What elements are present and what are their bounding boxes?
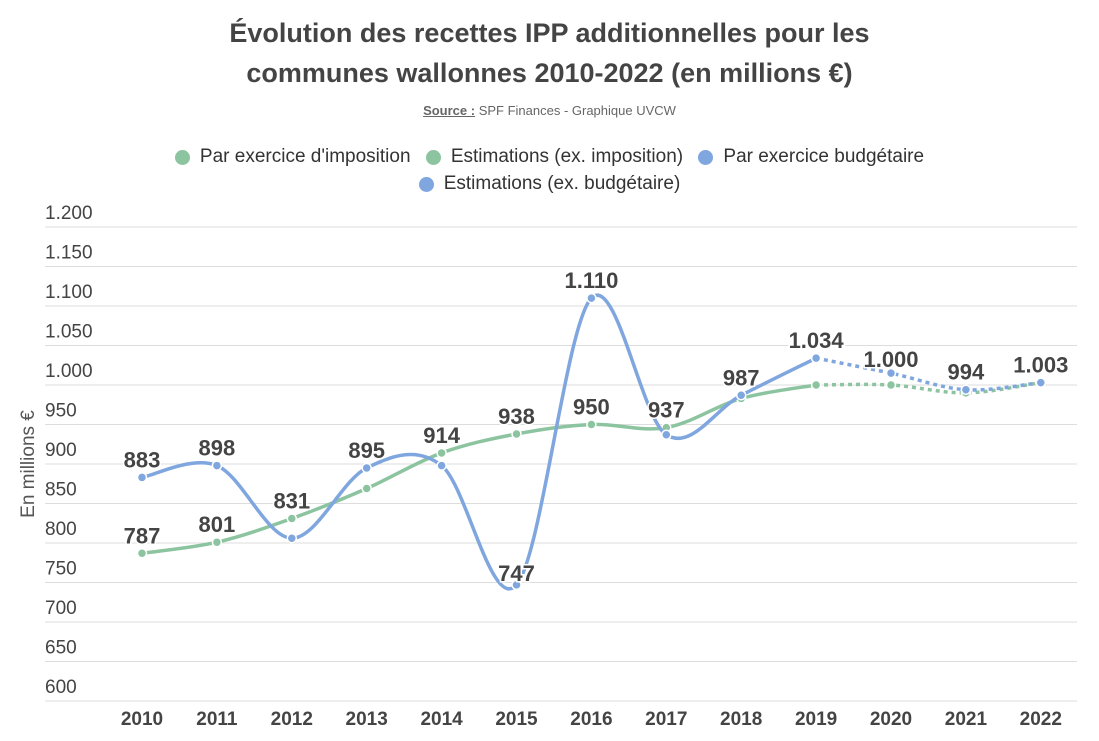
y-tick-label: 1.000 [45,361,93,382]
legend-row-2: Estimations (ex. budgétaire) [0,173,1099,198]
data-point [1035,377,1047,388]
legend-item[interactable]: Par exercice d'imposition [174,146,411,168]
data-label: 831 [273,489,310,514]
data-point [511,428,522,440]
data-label: 883 [124,447,161,472]
x-tick-label: 2012 [271,709,313,730]
data-label: 1.003 [1013,353,1068,378]
source-text: SPF Finances - Graphique UVCW [475,103,676,118]
series-line [815,356,1041,392]
y-tick-label: 900 [45,440,77,461]
y-tick-label: 750 [45,559,77,580]
legend-row-1: Par exercice d'imposition Estimations (e… [0,146,1099,171]
legend-item[interactable]: Estimations (ex. imposition) [425,146,684,168]
x-tick-label: 2013 [346,709,388,730]
chart-title-line1: Évolution des recettes IPP additionnelle… [229,18,870,48]
legend-marker [698,149,714,165]
legend-item[interactable]: Par exercice budgétaire [698,146,924,168]
data-point [361,462,372,474]
source-label: Source : [423,103,476,118]
data-label: 747 [498,561,535,586]
data-label: 914 [423,423,460,448]
y-tick-label: 1.100 [45,282,93,303]
data-label: 1.034 [789,328,845,353]
data-point [136,472,148,483]
data-point [361,483,372,494]
y-tick-label: 850 [45,480,77,501]
data-label: 938 [498,404,535,429]
y-tick-label: 600 [45,677,77,698]
y-tick-label: 1.200 [45,203,93,224]
series-line [141,293,817,591]
data-label: 937 [648,398,685,423]
y-tick-label: 650 [45,638,77,659]
legend-marker [174,149,190,165]
legend-label: Par exercice budgétaire [723,146,925,167]
legend-label: Estimations (ex. imposition) [450,146,684,167]
data-point [511,579,522,591]
y-tick-label: 1.050 [45,322,93,343]
data-label: 1.110 [564,268,618,293]
data-point [810,352,822,364]
x-tick-label: 2022 [1020,709,1062,730]
data-label: 950 [573,395,610,420]
data-point [136,548,148,559]
y-tick-label: 950 [45,401,77,422]
data-point [436,460,447,471]
legend-marker [425,149,441,165]
series-line [141,383,817,556]
x-tick-label: 2018 [720,709,762,730]
legend-label: Estimations (ex. budgétaire) [443,173,681,194]
data-point [661,429,672,441]
data-label: 801 [199,512,236,537]
data-point [286,513,298,524]
data-point [586,419,597,430]
x-tick-label: 2017 [645,709,687,730]
data-label: 1.000 [863,347,918,372]
data-point [810,379,822,391]
y-tick-label: 800 [45,519,77,540]
chart-source: Source : SPF Finances - Graphique UVCW [0,103,1099,118]
data-label: 895 [348,438,385,463]
legend-label: Par exercice d'imposition [199,146,411,167]
legend-marker [418,176,434,192]
x-tick-label: 2021 [945,709,988,730]
legend-item[interactable]: Estimations (ex. budgétaire) [418,173,681,195]
x-tick-label: 2015 [495,709,538,730]
x-tick-label: 2014 [420,709,463,730]
x-tick-label: 2010 [121,709,163,730]
data-point [885,367,897,379]
x-tick-label: 2019 [795,709,837,730]
x-tick-label: 2016 [570,709,612,730]
data-point [286,533,298,544]
chart-title-line2: communes wallonnes 2010-2022 (en million… [246,58,853,88]
data-point [735,390,747,401]
data-point [885,379,897,391]
y-tick-label: 700 [45,598,77,619]
data-point [960,384,972,395]
data-point [211,460,223,471]
data-label: 898 [199,436,236,461]
x-tick-label: 2011 [196,709,238,730]
y-tick-label: 1.150 [45,243,93,264]
data-label: 994 [948,360,985,385]
data-point [211,536,223,548]
x-tick-label: 2020 [870,709,912,730]
data-label: 987 [723,365,760,390]
data-label: 787 [124,523,161,548]
data-point [586,292,597,304]
data-point [436,447,447,459]
y-axis-label: En millions € [18,410,39,518]
